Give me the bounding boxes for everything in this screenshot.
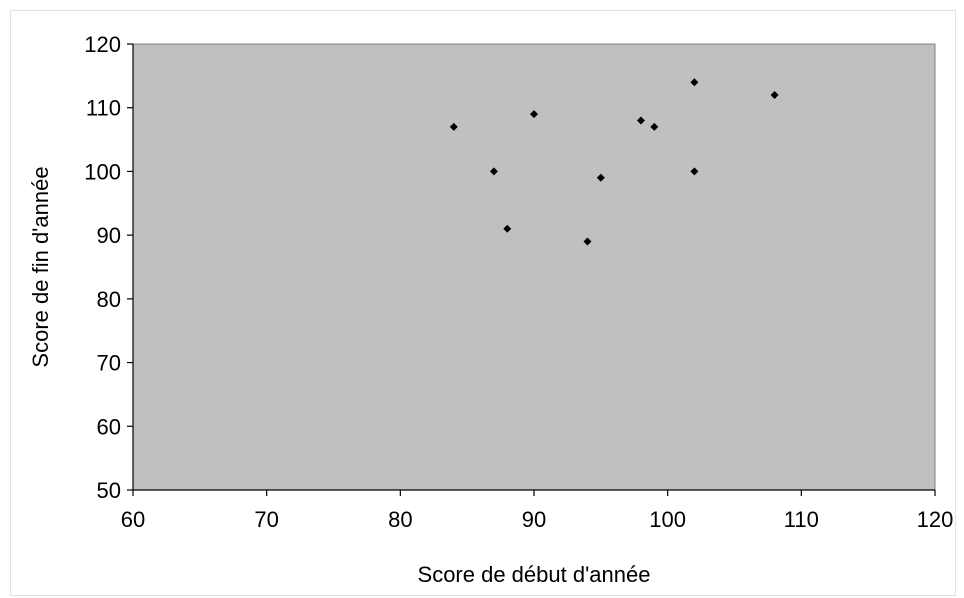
y-tick-label: 90 [97,223,121,248]
data-point [583,237,592,246]
y-tick-label: 60 [97,414,121,439]
data-point [690,78,699,87]
x-axis-ticks: 60 70 80 90 100 110 120 [121,490,954,532]
data-point [690,167,699,176]
data-point [489,167,498,176]
x-tick-label: 80 [388,507,412,532]
data-point [503,224,512,233]
x-tick-label: 70 [254,507,278,532]
y-tick-label: 100 [84,159,121,184]
data-point [449,122,458,131]
y-tick-label: 110 [86,96,121,121]
data-point [636,116,645,125]
x-tick-label: 100 [649,507,686,532]
y-axis-ticks: 50 60 70 80 90 100 110 120 [84,32,133,503]
x-tick-label: 90 [522,507,546,532]
y-tick-label: 70 [97,351,121,376]
data-point [596,173,605,182]
x-tick-label: 120 [917,507,954,532]
data-point [770,90,779,99]
x-tick-label: 60 [121,507,145,532]
x-axis-title: Score de début d'année [418,562,651,587]
x-tick-label: 110 [784,507,819,532]
data-point [530,110,538,119]
data-point [650,122,659,131]
y-tick-label: 80 [97,287,121,312]
data-points [449,78,779,246]
plot-area [132,43,936,491]
y-tick-label: 50 [97,478,121,503]
y-axis-title: Score de fin d'année [28,166,53,367]
y-tick-label: 120 [84,32,121,57]
